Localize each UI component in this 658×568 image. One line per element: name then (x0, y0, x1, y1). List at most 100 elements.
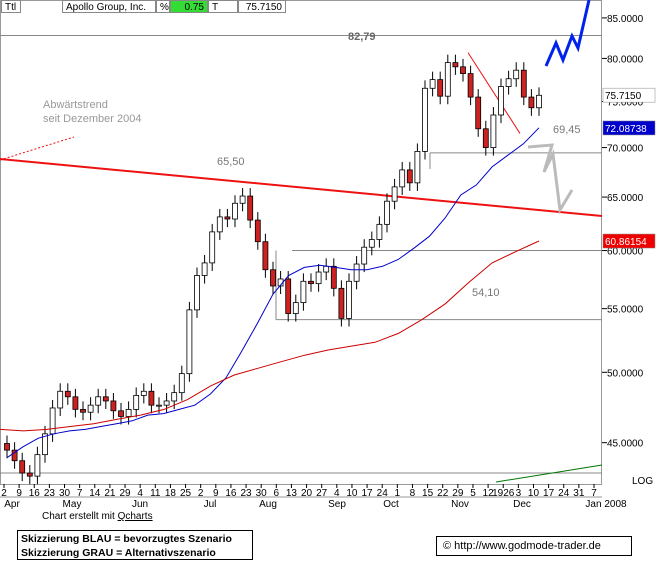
x-day-label: 29 (452, 488, 464, 499)
moving-average-red (0, 240, 540, 432)
candle-body (368, 239, 375, 248)
candle-body (475, 96, 482, 130)
price-tag-label: 75.7150 (605, 91, 642, 102)
credit-box[interactable]: © http://www.godmode-trader.de (436, 536, 632, 556)
x-day-label: 8 (410, 488, 416, 499)
legend-line-blue: Skizzierung BLAU = bevorzugtes Szenario (21, 533, 232, 545)
candle-body (34, 454, 41, 477)
candle-body (19, 460, 26, 474)
candle-body (437, 79, 444, 97)
y-tick-label: 70.0000 (607, 144, 644, 155)
x-day-label: 23 (240, 488, 252, 499)
candle-body (460, 66, 466, 75)
y-tick-label: 50.0000 (607, 368, 644, 379)
x-day-label: 4 (334, 488, 340, 499)
candle-body (247, 195, 254, 221)
annotation-low-oct: 69,45 (553, 124, 581, 136)
legend-line-gray: Skizzierung GRAU = Alternativszenario (21, 547, 216, 559)
x-day-label: 1 (395, 488, 401, 499)
x-day-label: 31 (573, 488, 585, 499)
candle-body (110, 400, 117, 412)
candle-body (209, 231, 216, 264)
candle-body (520, 69, 527, 98)
volume-line (495, 464, 603, 483)
candle-body (42, 433, 48, 456)
candle-body (270, 269, 276, 287)
pct-change-box: 0.75 (170, 0, 208, 13)
annotation-high-jul: 65,50 (217, 156, 245, 168)
x-day-label: 3 (516, 488, 522, 499)
x-month-label: Jun (132, 499, 148, 510)
x-day-label: 16 (29, 488, 41, 499)
candle-body (482, 128, 489, 148)
x-day-label: 6 (274, 488, 280, 499)
x-day-label: 9 (213, 488, 219, 499)
x-day-label: 30 (59, 488, 71, 499)
candle-body (346, 280, 352, 319)
y-tick-label: 55.0000 (607, 305, 644, 316)
chart-note-prefix: Chart erstellt mit (42, 511, 118, 522)
candle-body (49, 407, 56, 435)
candle-body (194, 275, 200, 311)
symbol-label: Ttl (5, 2, 17, 13)
candle-body (57, 390, 64, 409)
y-tick-label: 45.0000 (607, 439, 644, 450)
price-tag-label: 60.86154 (605, 237, 647, 248)
x-day-label: 22 (437, 488, 449, 499)
x-day-label: 13 (286, 488, 298, 499)
x-day-label: 9 (16, 488, 22, 499)
qcharts-link[interactable]: Qcharts (117, 511, 153, 522)
candle-body (467, 73, 474, 98)
x-day-label: 12 (483, 488, 495, 499)
y-tick-label: 65.0000 (607, 193, 644, 204)
x-month-label: Jul (204, 499, 217, 510)
x-day-label: 27 (316, 488, 328, 499)
candle-body (444, 62, 451, 97)
y-tick-label: 80.0000 (607, 54, 644, 65)
x-month-label: Nov (451, 499, 469, 510)
short-downtrend-line (467, 52, 521, 134)
candle-body (308, 280, 314, 285)
x-day-label: 2 (198, 488, 204, 499)
x-day-label: 25 (180, 488, 192, 499)
annotation-low-aug: 54,10 (472, 287, 500, 299)
x-day-label: 24 (377, 488, 389, 499)
y-tick-label: 85.0000 (607, 14, 644, 25)
x-day-label: 29 (119, 488, 131, 499)
price-tag-bg (602, 233, 656, 249)
x-month-label: Oct (383, 499, 399, 510)
candle-body (224, 216, 231, 220)
candle-body (95, 396, 102, 406)
last-price-value: 75.7150 (245, 2, 282, 13)
candle-body (4, 443, 10, 451)
x-day-label: 21 (104, 488, 116, 499)
x-day-label: 17 (362, 488, 374, 499)
x-day-label: 5 (470, 488, 476, 499)
price-tag-label: 72.08738 (605, 124, 647, 135)
candle-body (384, 200, 390, 225)
candle-body (186, 309, 193, 375)
trend-text-line1: Abwärtstrend (43, 99, 108, 111)
x-month-label: May (63, 499, 82, 510)
candle-body (376, 223, 383, 240)
candle-body (513, 69, 520, 80)
candle-body (414, 151, 421, 184)
trend-text-line2: seit Dezember 2004 (43, 113, 141, 125)
candle-body (11, 449, 18, 462)
symbol-box[interactable]: Ttl (1, 0, 21, 13)
pct-label-box: % (156, 0, 170, 13)
candle-body (102, 396, 109, 402)
chart-note: Chart erstellt mit Qcharts (42, 511, 153, 522)
x-day-label: 10 (528, 488, 540, 499)
candle-body (178, 373, 185, 394)
candle-body (133, 395, 140, 410)
candle-body (80, 408, 86, 413)
candle-body (536, 94, 542, 109)
x-day-label: 1926 (492, 488, 515, 499)
x-day-label: 14 (89, 488, 101, 499)
candle-body (201, 262, 208, 276)
candle-body (406, 169, 413, 184)
last-price-box: 75.7150 (238, 0, 286, 13)
